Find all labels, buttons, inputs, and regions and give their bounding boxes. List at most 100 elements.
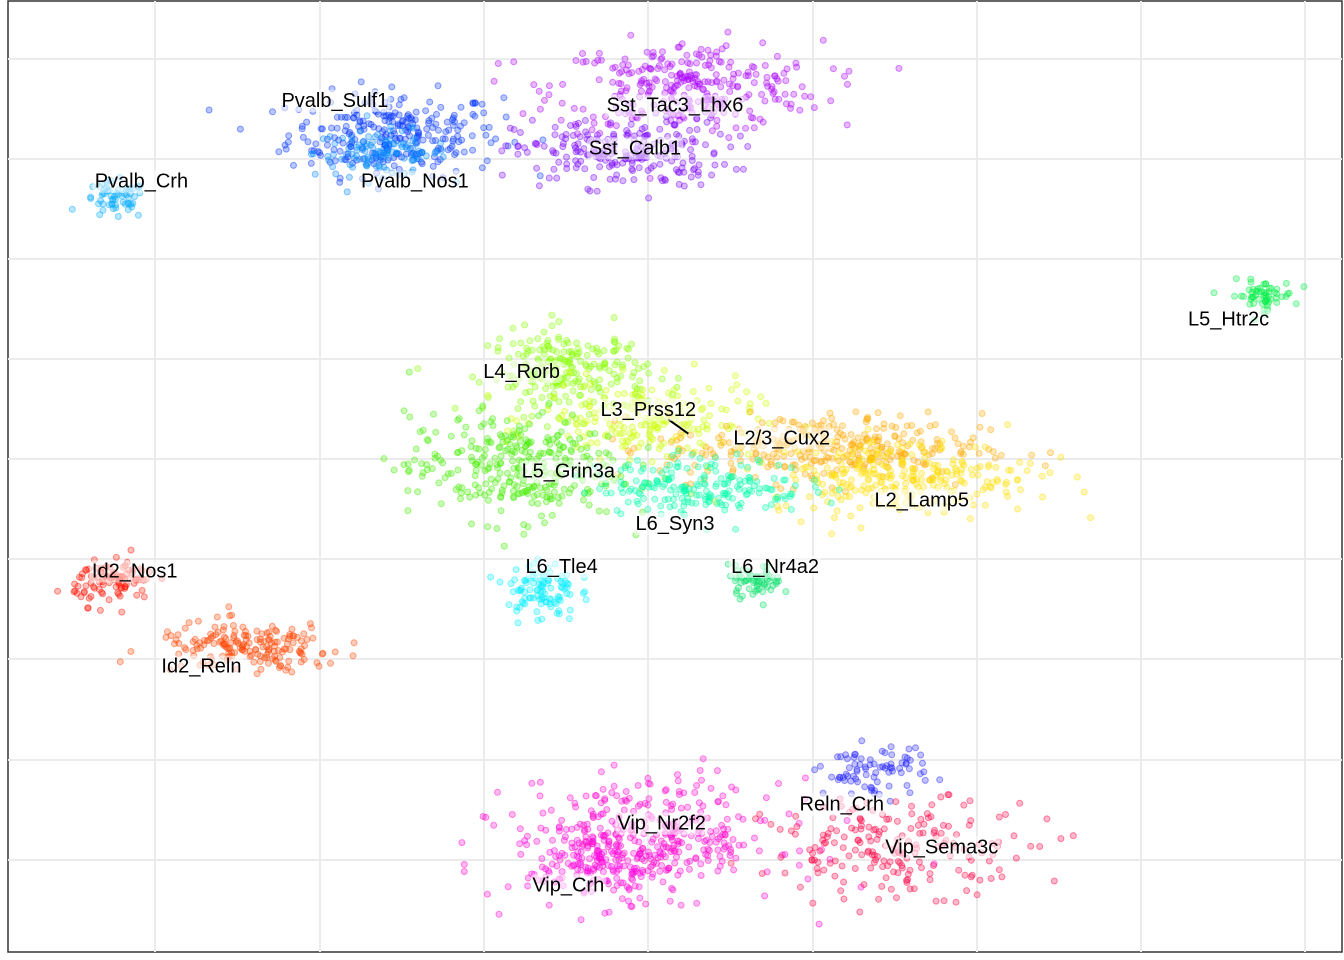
- data-point: [880, 424, 888, 432]
- data-point: [601, 432, 609, 440]
- data-point: [610, 423, 618, 431]
- data-point: [763, 79, 771, 87]
- data-point: [631, 390, 639, 398]
- data-point: [596, 163, 604, 171]
- data-point: [832, 473, 840, 481]
- data-point: [1004, 421, 1012, 429]
- data-point: [925, 476, 933, 484]
- data-point: [276, 654, 284, 662]
- data-point: [618, 797, 626, 805]
- data-point: [469, 146, 477, 154]
- data-point: [777, 485, 785, 493]
- data-point: [503, 469, 511, 477]
- data-point: [691, 74, 699, 82]
- data-point: [116, 592, 124, 600]
- data-point: [713, 122, 721, 130]
- data-point: [484, 523, 492, 531]
- data-point: [581, 165, 589, 173]
- data-point: [556, 415, 563, 423]
- data-point: [372, 154, 380, 162]
- data-point: [891, 433, 899, 440]
- data-point: [950, 456, 957, 464]
- data-point: [510, 126, 518, 133]
- data-point: [851, 751, 859, 759]
- data-point: [636, 894, 644, 902]
- data-point: [670, 455, 678, 463]
- data-point: [618, 68, 626, 76]
- data-point: [651, 75, 659, 83]
- data-point: [630, 428, 638, 436]
- data-point: [472, 491, 480, 499]
- data-point: [325, 156, 333, 164]
- data-point: [585, 429, 593, 437]
- data-point: [1300, 283, 1308, 291]
- data-point: [537, 824, 545, 832]
- data-point: [736, 476, 744, 484]
- data-point: [840, 878, 848, 886]
- data-point: [707, 446, 714, 454]
- data-point: [580, 383, 588, 391]
- data-point: [622, 66, 630, 74]
- data-point: [981, 501, 989, 509]
- data-point: [664, 60, 672, 68]
- data-point: [364, 159, 372, 167]
- data-point: [630, 176, 638, 184]
- data-point: [555, 335, 563, 343]
- data-point: [558, 99, 566, 107]
- data-point: [315, 662, 323, 670]
- data-point: [797, 518, 805, 526]
- data-point: [181, 624, 189, 632]
- data-point: [655, 62, 663, 70]
- data-point: [834, 433, 842, 441]
- data-point: [610, 347, 618, 355]
- data-point: [539, 343, 547, 351]
- data-point: [1247, 275, 1255, 283]
- data-point: [837, 496, 845, 504]
- data-point: [767, 501, 775, 509]
- data-point: [116, 658, 124, 666]
- data-point: [641, 62, 649, 70]
- data-point: [1043, 815, 1051, 823]
- data-point: [1237, 292, 1245, 300]
- data-point: [1262, 294, 1270, 302]
- data-point: [621, 464, 629, 472]
- data-point: [693, 71, 700, 79]
- data-point: [526, 388, 534, 396]
- data-point: [131, 193, 139, 201]
- cluster-label-text: L6_Tle4: [525, 556, 597, 578]
- data-point: [696, 455, 704, 462]
- data-point: [773, 75, 781, 83]
- data-point: [685, 865, 693, 873]
- data-point: [638, 391, 646, 399]
- data-point: [898, 454, 906, 462]
- data-point: [677, 78, 685, 86]
- data-point: [661, 787, 669, 795]
- data-point: [285, 657, 293, 665]
- data-point: [796, 106, 804, 114]
- data-point: [833, 442, 841, 450]
- data-point: [194, 617, 202, 625]
- data-point: [456, 122, 464, 130]
- data-point: [1248, 288, 1256, 296]
- data-point: [87, 195, 95, 202]
- data-point: [582, 442, 590, 449]
- data-point: [997, 451, 1005, 459]
- data-point: [540, 142, 548, 150]
- data-point: [269, 655, 277, 663]
- data-point: [265, 628, 273, 636]
- data-point: [1016, 799, 1024, 807]
- data-point: [865, 485, 873, 493]
- data-point: [787, 104, 794, 112]
- data-point: [437, 145, 445, 153]
- data-point: [685, 84, 693, 92]
- data-point: [564, 373, 572, 380]
- data-point: [687, 146, 695, 154]
- data-point: [323, 141, 331, 149]
- data-point: [1210, 289, 1218, 297]
- data-point: [875, 831, 883, 838]
- data-point: [380, 112, 388, 120]
- data-point: [133, 591, 141, 599]
- data-point: [298, 122, 306, 130]
- data-point: [866, 456, 874, 464]
- cluster-label: L2/3_Cux2: [731, 427, 833, 450]
